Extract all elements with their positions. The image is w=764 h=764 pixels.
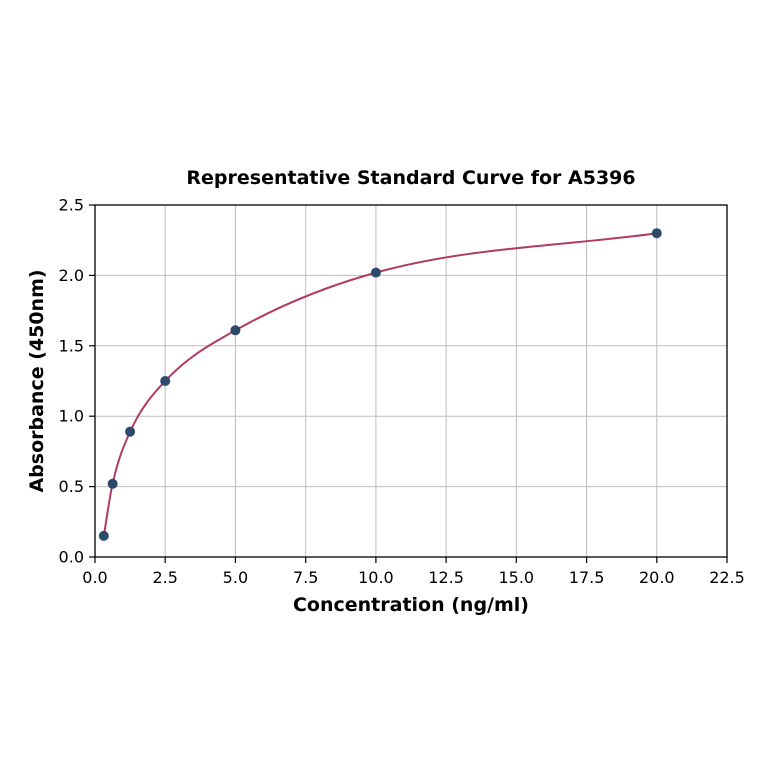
x-tick-label: 2.5 bbox=[152, 568, 177, 587]
fit-curve bbox=[102, 232, 657, 537]
grid-layer bbox=[94, 204, 728, 558]
x-tick-label: 20.0 bbox=[639, 568, 675, 587]
axes-layer: 0.0 2.5 5.0 7.5 10.0 12.5 15.0 17.5 20.0 22.5 0.0 0… bbox=[59, 196, 745, 588]
series-layer bbox=[98, 228, 662, 541]
data-point bbox=[160, 376, 171, 386]
x-tick-label: 0.0 bbox=[82, 568, 107, 587]
data-point bbox=[230, 325, 241, 336]
data-point bbox=[125, 426, 136, 437]
chart-title: Representative Standard Curve for A5396 bbox=[186, 167, 635, 189]
plot-border bbox=[94, 204, 728, 558]
x-tick-label: 17.5 bbox=[569, 568, 605, 587]
y-tick-label: 1.0 bbox=[59, 407, 84, 426]
y-tick-label: 1.5 bbox=[59, 336, 84, 355]
data-point bbox=[370, 267, 381, 278]
y-axis-label: Absorbance (450nm) bbox=[26, 269, 48, 492]
y-tick-label: 0.0 bbox=[59, 548, 84, 567]
x-tick-label: 10.0 bbox=[358, 568, 394, 587]
y-tick-label: 2.0 bbox=[59, 266, 84, 285]
y-tick-label: 0.5 bbox=[59, 477, 84, 496]
data-point bbox=[98, 530, 109, 541]
x-tick-label: 15.0 bbox=[498, 568, 534, 587]
y-tick-label: 2.5 bbox=[59, 196, 84, 215]
data-point bbox=[651, 228, 662, 239]
x-tick-label: 12.5 bbox=[428, 568, 464, 587]
x-tick-label: 22.5 bbox=[709, 568, 745, 587]
x-axis-label: Concentration (ng/ml) bbox=[293, 594, 529, 616]
x-tick-label: 5.0 bbox=[223, 568, 248, 587]
data-point bbox=[107, 478, 118, 489]
x-tick-label: 7.5 bbox=[293, 568, 318, 587]
